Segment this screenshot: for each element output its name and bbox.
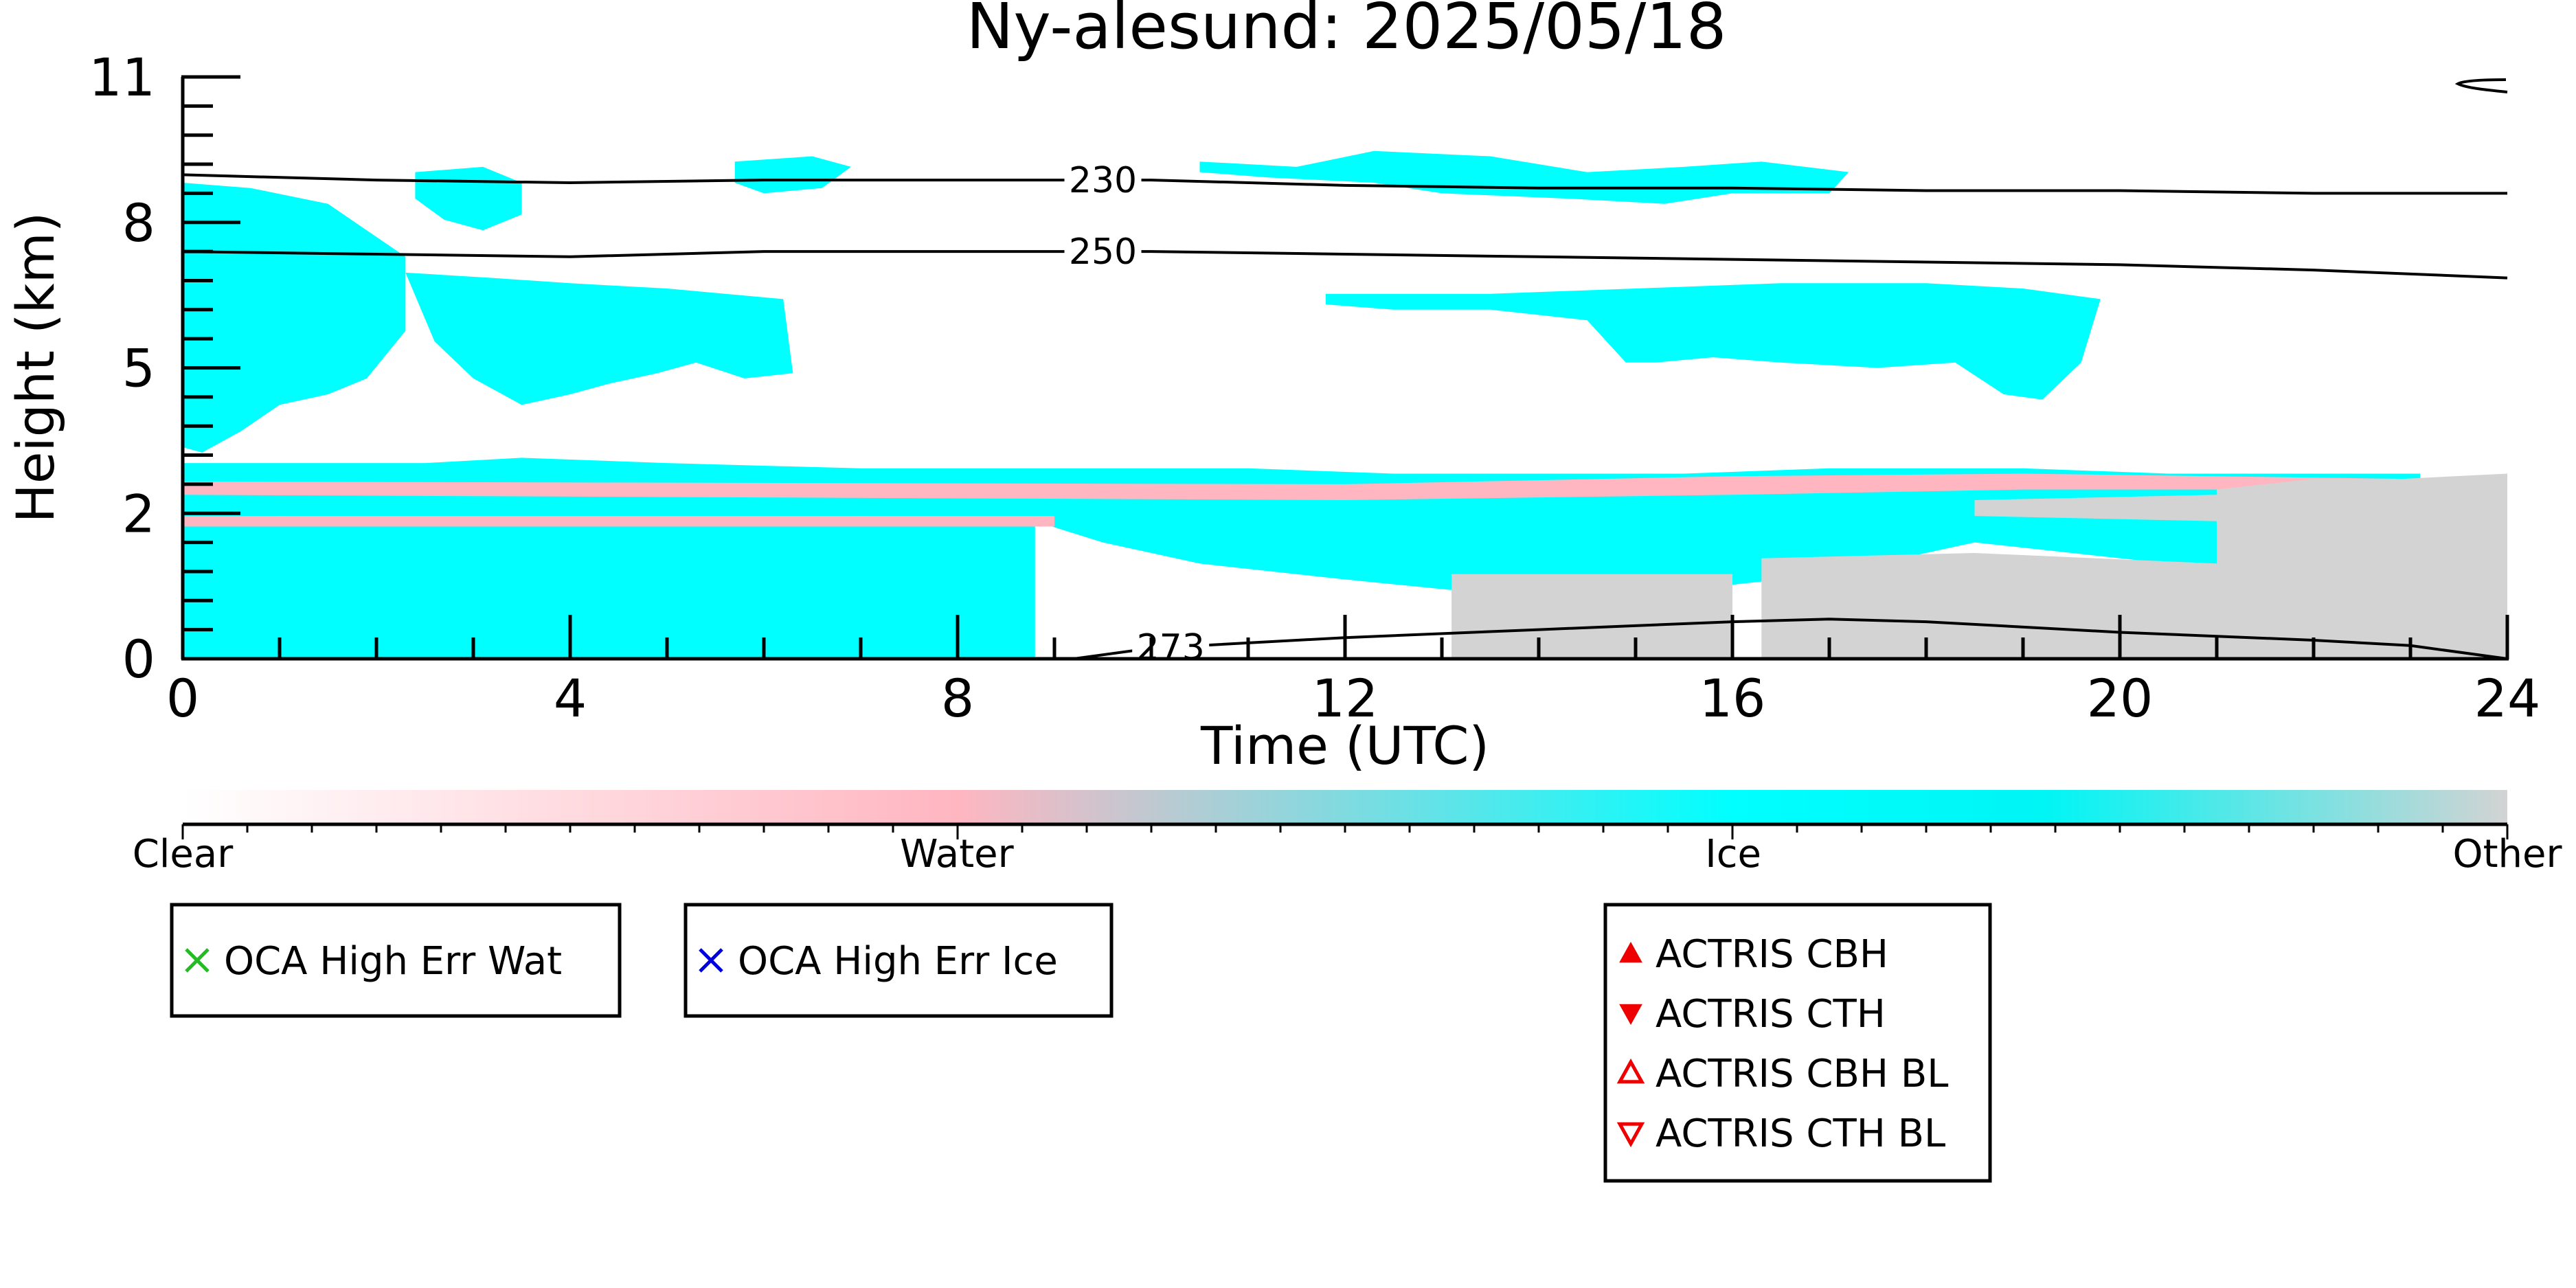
region-ice-4 [1199, 150, 1849, 204]
legend-actris: ACTRIS CBH ACTRIS CTH ACTRIS CBH BL ACTRIS … [1603, 903, 1992, 1183]
legend-oca-water: OCA High Err Wat [170, 903, 622, 1018]
region-ice-7 [183, 521, 1035, 659]
legend-box [683, 903, 1114, 1018]
colorbar-label-ice: Ice [1705, 832, 1761, 877]
contour-label-273: 273 [1137, 627, 1205, 668]
x-tick-label: 4 [554, 668, 587, 729]
contour-label-bg [1064, 231, 1142, 267]
region-other-10 [1451, 574, 1732, 659]
legend-marker-triangle-up [1619, 941, 1642, 963]
colorbar-ticks [181, 824, 2509, 839]
legend-box [170, 903, 622, 1018]
x-tick-label: 8 [941, 668, 974, 729]
region-other-12 [2217, 473, 2507, 659]
legend-box [1603, 903, 1992, 1183]
x-axis-ticks: 0 4 8 12 16 20 24 [166, 615, 2541, 729]
y-tick-label: 5 [122, 338, 155, 399]
legend-item-label: ACTRIS CTH BL [1656, 1111, 1945, 1156]
region-ice-0 [183, 183, 406, 453]
legend-oca-ice: OCA High Err Ice [683, 903, 1114, 1018]
x-axis-label: Time (UTC) [1200, 715, 1489, 776]
region-ice-1 [405, 272, 793, 405]
region-ice-3 [734, 156, 851, 194]
colorbar-label-clear: Clear [133, 832, 234, 877]
legend-item-label: ACTRIS CTH [1656, 992, 1886, 1037]
legend-marker-triangle-up [1616, 1058, 1645, 1084]
contour-label-bg [1132, 626, 1210, 663]
contour-line-230 [182, 173, 2507, 195]
x-tick-label: 12 [1312, 668, 1379, 729]
x-tick-label: 24 [2474, 668, 2541, 729]
region-water-8 [183, 473, 2410, 500]
legend-marker-triangle-down [1619, 1004, 1642, 1026]
contour-label-250: 250 [1069, 231, 1137, 273]
temperature-contours: 230 250 273 [182, 159, 2508, 668]
classification-colorbar: Clear Water Ice Other [133, 790, 2563, 877]
legend-marker-triangle-down [1616, 1122, 1645, 1148]
y-axis-ticks: 0 2 5 8 11 [89, 47, 240, 690]
legend-marker-x [185, 948, 210, 973]
y-tick-label: 0 [122, 629, 155, 690]
x-tick-label: 16 [1699, 668, 1766, 729]
contour-label-bg [1064, 159, 1142, 196]
y-tick-label: 8 [122, 192, 155, 253]
contour-line-250 [182, 250, 2508, 280]
colorbar-label-water: Water [900, 832, 1015, 877]
y-tick-label: 2 [122, 483, 155, 544]
colorbar-label-other: Other [2452, 832, 2562, 877]
legend-item-label: OCA High Err Ice [738, 939, 1058, 984]
x-tick-label: 0 [166, 668, 199, 729]
legend-marker-x [699, 948, 723, 973]
contour-line-273 [1073, 618, 2508, 660]
classification-regions [183, 150, 2507, 659]
contour-label-230: 230 [1069, 160, 1137, 201]
unlabeled-contour-fragment [2454, 78, 2508, 93]
x-tick-label: 20 [2087, 668, 2154, 729]
region-water-9 [183, 516, 1054, 527]
legend-item-label: ACTRIS CBH [1656, 932, 1888, 977]
colorbar-gradient [183, 790, 2507, 824]
chart-title: Ny-alesund: 2025/05/18 [967, 0, 1727, 63]
legend-item-label: OCA High Err Wat [224, 939, 562, 984]
colorbar-labels: Clear Water Ice Other [133, 832, 2563, 877]
region-ice-5 [1325, 283, 2101, 400]
y-tick-label: 11 [89, 47, 155, 108]
legend-item-label: ACTRIS CBH BL [1656, 1052, 1948, 1096]
region-other-13 [1974, 495, 2217, 521]
y-axis-label: Height (km) [5, 212, 66, 523]
